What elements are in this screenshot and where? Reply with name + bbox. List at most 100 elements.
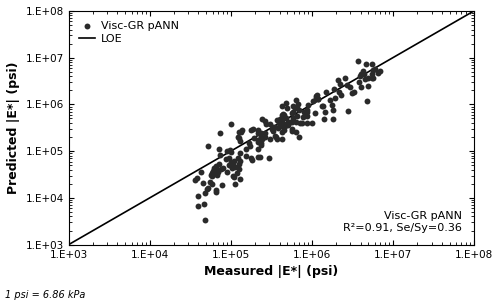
- Visc-GR pANN: [254, 130, 262, 135]
- Visc-GR pANN: [217, 166, 225, 171]
- Visc-GR pANN: [284, 123, 292, 128]
- Visc-GR pANN: [212, 188, 220, 193]
- Visc-GR pANN: [299, 114, 307, 119]
- Visc-GR pANN: [282, 124, 290, 129]
- Visc-GR pANN: [280, 115, 287, 119]
- Visc-GR pANN: [234, 135, 242, 140]
- Visc-GR pANN: [248, 158, 256, 163]
- Visc-GR pANN: [282, 115, 290, 120]
- Visc-GR pANN: [236, 151, 244, 156]
- Visc-GR pANN: [274, 137, 281, 142]
- Visc-GR pANN: [370, 66, 378, 71]
- Visc-GR pANN: [276, 118, 284, 123]
- Visc-GR pANN: [274, 125, 282, 130]
- Visc-GR pANN: [214, 172, 222, 177]
- Visc-GR pANN: [304, 103, 312, 107]
- Visc-GR pANN: [326, 98, 334, 102]
- Visc-GR pANN: [212, 164, 220, 169]
- Visc-GR pANN: [232, 170, 240, 175]
- Visc-GR pANN: [348, 91, 356, 95]
- Visc-GR pANN: [234, 161, 242, 166]
- Visc-GR pANN: [208, 182, 216, 186]
- Visc-GR pANN: [279, 116, 287, 121]
- Visc-GR pANN: [292, 130, 300, 134]
- Legend: Visc-GR pANN, LOE: Visc-GR pANN, LOE: [74, 16, 184, 49]
- Visc-GR pANN: [328, 108, 336, 112]
- Visc-GR pANN: [360, 72, 368, 76]
- Visc-GR pANN: [223, 148, 231, 153]
- Visc-GR pANN: [270, 124, 278, 129]
- Visc-GR pANN: [357, 84, 365, 89]
- Visc-GR pANN: [290, 116, 298, 120]
- Visc-GR pANN: [238, 130, 246, 134]
- Visc-GR pANN: [369, 76, 377, 80]
- Visc-GR pANN: [194, 193, 202, 198]
- Visc-GR pANN: [337, 92, 345, 97]
- Visc-GR pANN: [288, 119, 296, 124]
- Visc-GR pANN: [227, 160, 235, 164]
- Visc-GR pANN: [318, 103, 326, 108]
- Visc-GR pANN: [312, 95, 320, 100]
- Visc-GR pANN: [278, 111, 286, 116]
- Visc-GR pANN: [228, 166, 235, 170]
- Visc-GR pANN: [209, 169, 217, 174]
- Visc-GR pANN: [200, 218, 208, 222]
- Visc-GR pANN: [266, 122, 274, 127]
- Visc-GR pANN: [200, 201, 208, 206]
- Visc-GR pANN: [280, 112, 288, 117]
- Visc-GR pANN: [235, 135, 243, 140]
- Visc-GR pANN: [312, 94, 320, 99]
- Visc-GR pANN: [360, 69, 368, 74]
- Visc-GR pANN: [214, 147, 222, 152]
- Visc-GR pANN: [296, 120, 304, 125]
- Visc-GR pANN: [242, 147, 250, 152]
- Visc-GR pANN: [238, 128, 246, 133]
- Visc-GR pANN: [226, 148, 234, 152]
- Visc-GR pANN: [320, 116, 328, 121]
- Visc-GR pANN: [258, 135, 266, 140]
- Visc-GR pANN: [288, 126, 296, 131]
- Visc-GR pANN: [370, 68, 378, 72]
- Visc-GR pANN: [342, 76, 349, 81]
- Visc-GR pANN: [330, 87, 338, 92]
- Visc-GR pANN: [298, 120, 306, 125]
- Visc-GR pANN: [357, 71, 365, 76]
- Visc-GR pANN: [314, 97, 322, 102]
- Visc-GR pANN: [303, 113, 311, 118]
- Visc-GR pANN: [272, 118, 280, 122]
- Visc-GR pANN: [213, 167, 221, 172]
- Visc-GR pANN: [275, 120, 283, 125]
- Visc-GR pANN: [362, 62, 370, 67]
- Visc-GR pANN: [212, 170, 220, 175]
- Visc-GR pANN: [254, 140, 262, 145]
- Visc-GR pANN: [234, 156, 242, 161]
- Visc-GR pANN: [204, 144, 212, 149]
- Visc-GR pANN: [304, 110, 312, 114]
- Visc-GR pANN: [294, 102, 302, 106]
- Visc-GR pANN: [230, 158, 238, 163]
- Visc-GR pANN: [322, 90, 330, 95]
- Visc-GR pANN: [368, 76, 376, 80]
- Visc-GR pANN: [354, 58, 362, 63]
- Visc-GR pANN: [208, 173, 216, 178]
- Visc-GR pANN: [292, 120, 300, 125]
- Visc-GR pANN: [231, 165, 239, 170]
- Visc-GR pANN: [343, 82, 351, 87]
- Visc-GR pANN: [270, 129, 278, 134]
- Visc-GR pANN: [206, 179, 214, 184]
- Visc-GR pANN: [361, 76, 369, 81]
- Visc-GR pANN: [227, 121, 235, 126]
- Visc-GR pANN: [374, 71, 382, 76]
- Visc-GR pANN: [194, 204, 202, 209]
- Visc-GR pANN: [236, 158, 244, 163]
- Visc-GR pANN: [247, 156, 255, 161]
- Visc-GR pANN: [230, 173, 237, 178]
- Visc-GR pANN: [244, 141, 252, 146]
- Visc-GR pANN: [225, 163, 233, 168]
- Visc-GR pANN: [256, 154, 264, 159]
- Visc-GR pANN: [194, 176, 202, 181]
- Visc-GR pANN: [290, 105, 298, 110]
- Visc-GR pANN: [230, 163, 237, 167]
- Visc-GR pANN: [192, 178, 200, 182]
- Visc-GR pANN: [304, 120, 312, 125]
